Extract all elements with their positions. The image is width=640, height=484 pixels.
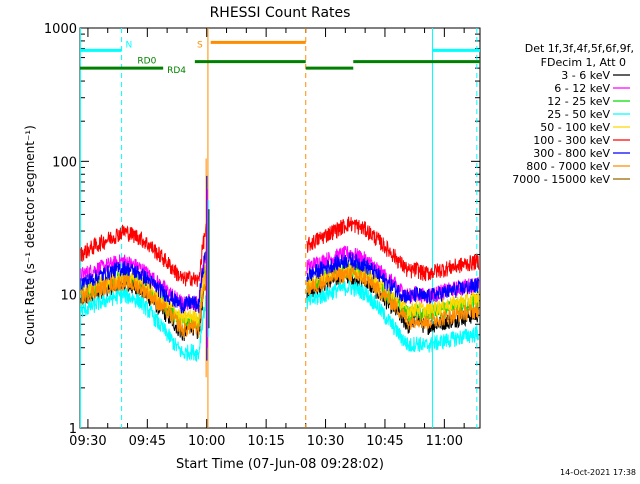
legend-entry-label: 50 - 100 keV: [540, 121, 610, 134]
legend-entry-label: 3 - 6 keV: [561, 69, 610, 82]
timestamp: 14-Oct-2021 17:38: [560, 468, 636, 477]
x-tick-label: 10:45: [366, 434, 403, 449]
x-tick-label: 10:15: [247, 434, 284, 449]
series-line: [80, 286, 209, 362]
y-tick-label: 100: [52, 155, 77, 170]
legend-entry-label: 25 - 50 keV: [547, 108, 610, 121]
state-label-s: S: [197, 40, 203, 50]
chart-title: RHESSI Count Rates: [210, 5, 351, 21]
legend-entry-label: 7000 - 15000 keV: [512, 173, 610, 186]
x-tick-label: 09:30: [69, 434, 106, 449]
x-tick-label: 10:30: [307, 434, 344, 449]
series-line: [306, 252, 480, 305]
plot-layer: 1 10 100 1000 09:30 09:45 10:00 10:15 10:30 10:45…: [44, 22, 481, 449]
x-tick-label: 09:45: [129, 434, 166, 449]
state-label-n: N: [126, 40, 133, 50]
legend-header-line-1: Det 1f,3f,4f,5f,6f,9f,: [525, 42, 634, 55]
x-tick-label: 10:00: [188, 434, 225, 449]
series-line: [80, 213, 209, 287]
state-label-rd0: RD0: [137, 57, 156, 67]
series-line: [80, 238, 209, 314]
legend-entry-label: 100 - 300 keV: [533, 134, 610, 147]
y-tick-label: 1000: [44, 22, 77, 37]
plot-frame: [79, 27, 481, 429]
state-label-rd4: RD4: [167, 66, 186, 76]
legend-entry-label: 300 - 800 keV: [533, 147, 610, 160]
series-line: [306, 266, 480, 330]
series-line: [80, 265, 209, 339]
x-tick-label: 11:00: [426, 434, 463, 449]
y-tick-label: 10: [60, 289, 77, 304]
x-axis-label: Start Time (07-Jun-08 09:28:02): [176, 457, 384, 472]
y-tick-label: 1: [69, 422, 77, 437]
legend-header-line-2: FDecim 1, Att 0: [541, 56, 626, 69]
series-line: [306, 278, 479, 353]
y-axis-label: Count Rate (s⁻¹ detector segment⁻¹): [23, 125, 37, 345]
legend-entry-label: 800 - 7000 keV: [526, 160, 610, 173]
series-line: [306, 216, 480, 282]
legend-entry-label: 6 - 12 keV: [554, 82, 610, 95]
legend-entry-label: 12 - 25 keV: [547, 95, 610, 108]
